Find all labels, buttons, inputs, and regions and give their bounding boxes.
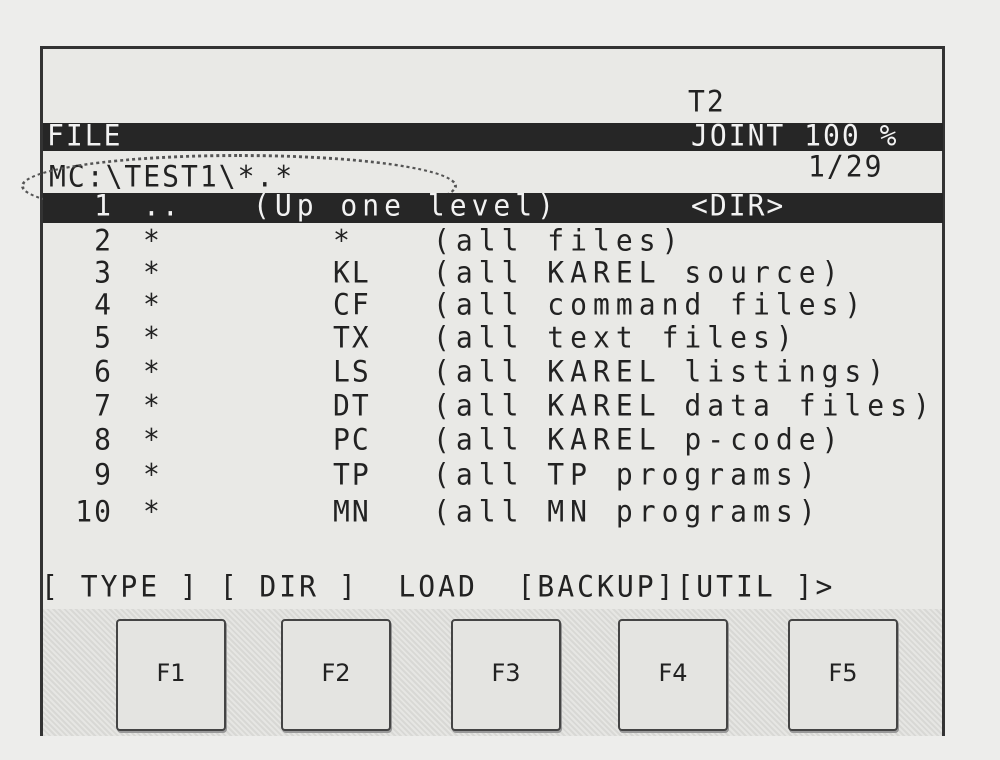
row-desc: (all MN programs) [433,494,822,529]
row-type: <DIR> [691,188,786,223]
softkey-labels: [ TYPE ] [ DIR ] LOAD [BACKUP][UTIL ]> [41,569,836,604]
list-item[interactable]: 4 * CF (all command files) [43,287,943,322]
function-key-f3[interactable]: F3 [451,619,561,731]
row-ext: LS [333,354,371,389]
row-desc: (all text files) [433,320,799,355]
row-desc: (all command files) [433,287,868,322]
function-key-label: F1 [156,659,186,687]
row-ext: PC [333,422,371,457]
row-desc: (all files) [433,223,685,258]
row-ext: * [333,223,352,258]
function-key-label: F2 [321,659,351,687]
function-key-f5[interactable]: F5 [788,619,898,731]
status-text: JOINT 100 % [691,118,899,153]
row-ext: TP [333,457,371,492]
row-name: * [143,457,162,492]
row-number: 10 [75,494,113,529]
row-number: 2 [94,223,113,258]
list-item[interactable]: 5 * TX (all text files) [43,320,943,355]
function-key-f2[interactable]: F2 [281,619,391,731]
row-desc: (Up one level) [253,188,560,223]
list-item-selected[interactable]: 1 .. (Up one level) <DIR> [43,188,943,223]
row-name: * [143,388,162,423]
function-key-f4[interactable]: F4 [618,619,728,731]
list-item[interactable]: 10 * MN (all MN programs) [43,494,943,529]
row-number: 4 [94,287,113,322]
list-item[interactable]: 7 * DT (all KAREL data files) [43,388,943,423]
row-ext: KL [333,255,371,290]
function-key-label: F4 [658,659,688,687]
row-desc: (all TP programs) [433,457,822,492]
row-desc: (all KAREL listings) [433,354,891,389]
title-bar: FILE JOINT 100 % [43,118,943,153]
function-key-label: F3 [491,659,521,687]
screen-title: FILE [47,118,123,153]
row-name: * [143,494,162,529]
row-ext: TX [333,320,371,355]
row-desc: (all KAREL p-code) [433,422,845,457]
row-number: 6 [94,354,113,389]
list-item[interactable]: 3 * KL (all KAREL source) [43,255,943,290]
row-name: * [143,422,162,457]
function-key-f1[interactable]: F1 [116,619,226,731]
row-number: 3 [94,255,113,290]
row-desc: (all KAREL source) [433,255,845,290]
list-item[interactable]: 2 * * (all files) [43,223,943,258]
list-item[interactable]: 6 * LS (all KAREL listings) [43,354,943,389]
row-name: * [143,320,162,355]
list-item[interactable]: 8 * PC (all KAREL p-code) [43,422,943,457]
row-number: 8 [94,422,113,457]
mode-indicator: T2 [688,84,726,119]
row-name: * [143,287,162,322]
row-name: .. [143,188,181,223]
row-number: 1 [94,188,113,223]
row-name: * [143,354,162,389]
row-desc: (all KAREL data files) [433,388,936,423]
row-name: * [143,255,162,290]
row-number: 7 [94,388,113,423]
row-number: 9 [94,457,113,492]
row-number: 5 [94,320,113,355]
row-ext: CF [333,287,371,322]
function-key-label: F5 [828,659,858,687]
row-ext: MN [333,494,371,529]
row-ext: DT [333,388,371,423]
row-name: * [143,223,162,258]
list-item[interactable]: 9 * TP (all TP programs) [43,457,943,492]
position-counter: 1/29 [808,149,884,184]
teach-pendant-screen: T2 FILE JOINT 100 % MC:\TEST1\*.* 1/29 1… [21,46,945,736]
